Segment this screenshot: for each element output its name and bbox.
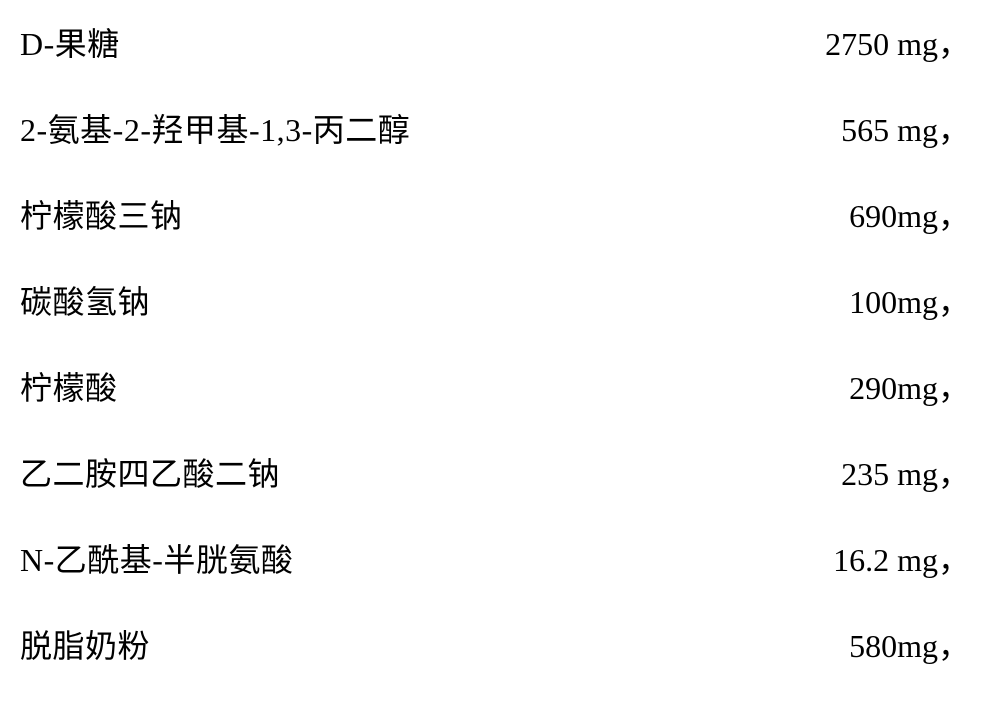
list-row: 乙二胺四乙酸二钠 235 mg， — [20, 450, 970, 498]
ingredient-label: D-果糖 — [20, 20, 120, 68]
list-row: N-乙酰基-半胱氨酸 16.2 mg， — [20, 536, 970, 584]
ingredient-label: 乙二胺四乙酸二钠 — [20, 450, 280, 498]
ingredient-label: 柠檬酸 — [20, 364, 118, 412]
ingredient-value: 235 mg， — [841, 450, 970, 498]
list-row: 柠檬酸 290mg， — [20, 364, 970, 412]
ingredient-value: 100mg， — [849, 278, 970, 326]
ingredient-label: 2-氨基-2-羟甲基-1,3-丙二醇 — [20, 106, 410, 154]
ingredient-value: 690mg， — [849, 192, 970, 240]
ingredient-value: 2750 mg， — [825, 20, 970, 68]
ingredient-label: 碳酸氢钠 — [20, 278, 150, 326]
list-row: 2-氨基-2-羟甲基-1,3-丙二醇 565 mg， — [20, 106, 970, 154]
ingredient-value: 16.2 mg， — [833, 536, 970, 584]
list-row: D-果糖 2750 mg， — [20, 20, 970, 68]
ingredient-label: N-乙酰基-半胱氨酸 — [20, 536, 293, 584]
ingredient-list: D-果糖 2750 mg， 2-氨基-2-羟甲基-1,3-丙二醇 565 mg，… — [0, 0, 1000, 728]
ingredient-label: 脱脂奶粉 — [20, 622, 150, 670]
ingredient-value: 580mg， — [849, 622, 970, 670]
ingredient-value: 565 mg， — [841, 106, 970, 154]
list-row: 脱脂奶粉 580mg， — [20, 622, 970, 670]
ingredient-label: 柠檬酸三钠 — [20, 192, 183, 240]
list-row: 柠檬酸三钠 690mg， — [20, 192, 970, 240]
list-row: 碳酸氢钠 100mg， — [20, 278, 970, 326]
ingredient-value: 290mg， — [849, 364, 970, 412]
